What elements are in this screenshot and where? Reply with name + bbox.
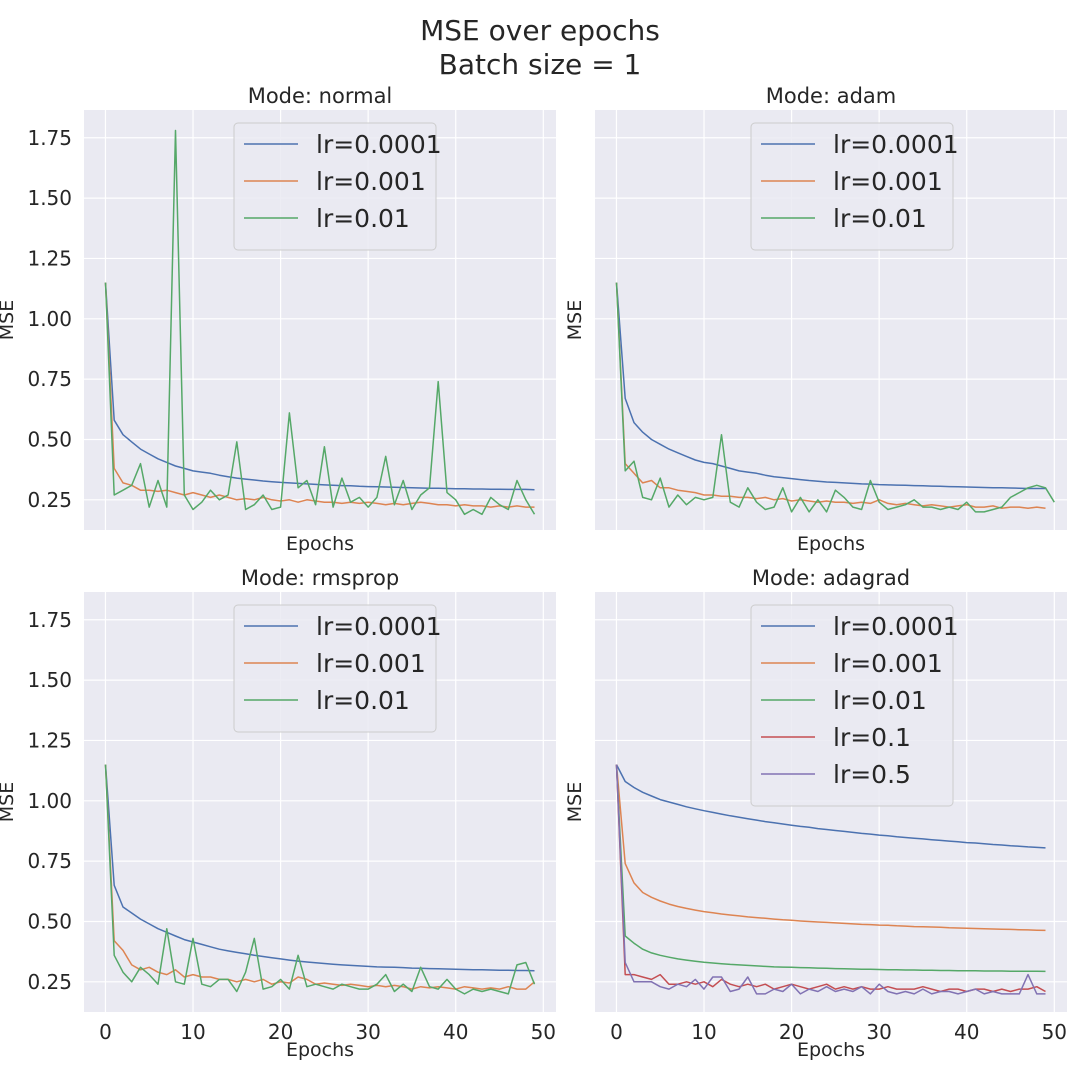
figure-title-line-1: MSE over epochs [420,14,660,47]
legend: lr=0.0001 lr=0.001 lr=0.01 [750,122,959,251]
series-line-lr-0-001 [104,282,535,508]
series-lines [104,764,536,995]
x-tick-label: 20 [268,1020,293,1044]
series-lines [104,129,536,516]
series-line-lr-0-5 [615,764,1046,995]
series-line-lr-0-01 [104,129,536,516]
legend-label: lr=0.001 [833,167,943,196]
series-line-lr-0-0001 [615,764,1046,849]
series-line-lr-0-01 [104,764,536,995]
y-tick-label: 1.75 [27,608,72,632]
y-tick-label: 0.75 [27,849,72,873]
y-tick-label: 1.75 [27,126,72,150]
x-axis-label: Epochs [797,1039,865,1061]
series-lines [615,282,1055,513]
figure-title: MSE over epochs Batch size = 1 [0,14,1080,82]
legend-label: lr=0.01 [316,686,410,715]
y-tick-label: 1.25 [27,246,72,270]
y-tick-label: 1.00 [27,307,72,331]
y-axis-label: MSE [0,300,18,340]
series-line-lr-0-01 [615,764,1046,973]
legend-label: lr=0.0001 [316,130,442,159]
y-tick-label: 0.50 [27,909,72,933]
x-tick-label: 40 [954,1020,979,1044]
legend-label: lr=0.001 [833,649,943,678]
legend-label: lr=0.01 [833,204,927,233]
y-axis-label: MSE [564,300,586,340]
x-tick-label: 10 [180,1020,205,1044]
subplot-title: Mode: adam [766,84,897,108]
legend-label: lr=0.0001 [833,130,959,159]
legend: lr=0.0001 lr=0.001 lr=0.01 [233,122,442,251]
y-axis-label: MSE [564,782,586,822]
subplot-2: 0 10 20 30 40 50 0.25 0.50 0.75 1.00 1.25 1.50 1.75 M… [0,566,556,1061]
subplot-title: Mode: adagrad [752,566,910,590]
legend-label: lr=0.0001 [833,612,959,641]
legend: lr=0.0001 lr=0.001 lr=0.01 [233,604,442,733]
x-tick-label: 50 [1042,1020,1067,1044]
x-tick-label: 40 [443,1020,468,1044]
series-line-lr-0-001 [104,764,535,990]
series-line-lr-0-001 [615,764,1046,932]
x-tick-label: 0 [99,1020,112,1044]
series-line-lr-0-0001 [104,764,535,972]
x-tick-label: 30 [866,1020,891,1044]
legend-frame [750,604,954,807]
x-axis-label: Epochs [797,533,865,555]
legend-label: lr=0.001 [316,649,426,678]
x-axis-label: Epochs [286,533,354,555]
x-tick-label: 0 [610,1020,623,1044]
series-line-lr-0-0001 [104,282,535,491]
y-tick-label: 1.50 [27,668,72,692]
figure-title-line-2: Batch size = 1 [438,48,642,81]
x-tick-label: 50 [531,1020,556,1044]
legend-label: lr=0.001 [316,167,426,196]
subplot-title: Mode: normal [248,84,393,108]
subplot-3: 0 10 20 30 40 50 Mode: adagrad Epochs MSE lr=0.00… [564,566,1067,1061]
y-tick-label: 0.75 [27,367,72,391]
y-tick-label: 1.00 [27,789,72,813]
subplot-title: Mode: rmsprop [241,566,399,590]
x-tick-label: 20 [779,1020,804,1044]
series-line-lr-0-01 [615,282,1055,513]
y-axis-label: MSE [0,782,18,822]
legend-label: lr=0.5 [833,760,911,789]
y-tick-label: 0.25 [27,488,72,512]
y-tick-label: 0.50 [27,427,72,451]
legend-label: lr=0.01 [833,686,927,715]
legend-label: lr=0.1 [833,723,911,752]
subplot-0: 0.25 0.50 0.75 1.00 1.25 1.50 1.75 Mode: normal… [0,84,556,555]
legend-label: lr=0.0001 [316,612,442,641]
series-lines [615,764,1046,995]
legend: lr=0.0001 lr=0.001 lr=0.01 lr=0.1 lr=0.5 [750,604,959,807]
series-line-lr-0-0001 [615,282,1046,490]
y-tick-label: 0.25 [27,970,72,994]
y-tick-label: 1.50 [27,186,72,210]
x-tick-label: 10 [691,1020,716,1044]
y-tick-label: 1.25 [27,728,72,752]
x-tick-label: 30 [355,1020,380,1044]
x-axis-label: Epochs [286,1039,354,1061]
subplot-1: Mode: adamEpochsMSElr=0.0001lr=0.001lr=0… [564,84,1067,555]
legend-label: lr=0.01 [316,204,410,233]
